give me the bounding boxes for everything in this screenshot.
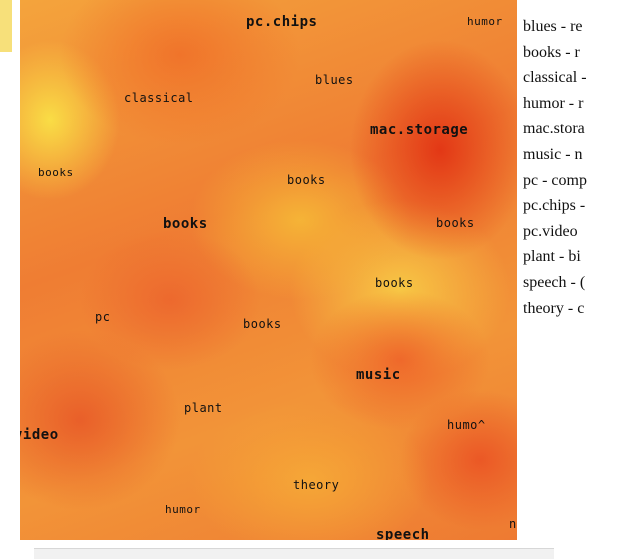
map-tag-music[interactable]: music [356,367,401,383]
map-tag-partial[interactable]: n [509,517,517,531]
legend-item: classical - [523,69,587,87]
legend-item: mac.stora [523,120,585,138]
legend-item: plant - bi [523,248,581,266]
map-tag-blues[interactable]: blues [315,73,354,87]
legend-item: speech - ( [523,273,586,291]
map-tag-pc-video[interactable]: video [20,427,59,443]
left-edge-highlight [0,0,12,52]
legend-item: humor - r [523,94,584,112]
map-tag-books[interactable]: books [436,216,475,230]
map-tag-humor[interactable]: humor [467,15,503,28]
tag-heat-map: pc.chips humor blues classical mac.stora… [20,0,517,540]
map-tag-speech[interactable]: speech [376,527,430,540]
map-tag-classical[interactable]: classical [124,91,194,105]
map-tag-books[interactable]: books [163,216,208,232]
legend-item: blues - re [523,18,583,35]
map-tag-pc-chips[interactable]: pc.chips [246,14,318,30]
legend-item: books - r [523,43,580,61]
horizontal-scrollbar[interactable] [34,548,554,559]
map-tag-theory[interactable]: theory [293,478,340,492]
legend-item: pc - comp [523,171,587,189]
map-tag-books[interactable]: books [375,276,414,290]
legend-item: pc.video [523,222,578,240]
legend-item: pc.chips - [523,197,586,215]
map-tag-pc[interactable]: pc [95,310,111,324]
map-tag-plant[interactable]: plant [184,401,223,415]
map-tag-humor[interactable]: humo^ [447,418,486,432]
tag-legend: blues - re books - r classical - humor -… [523,14,626,321]
legend-item: theory - c [523,299,585,317]
map-tag-books[interactable]: books [38,166,74,179]
map-tag-books[interactable]: books [243,317,282,331]
map-tag-mac-storage[interactable]: mac.storage [370,122,469,138]
legend-item: music - n [523,145,583,163]
map-tag-books[interactable]: books [287,173,326,187]
map-tag-humor[interactable]: humor [165,503,201,516]
